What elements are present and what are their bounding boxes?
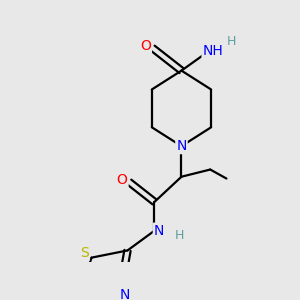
Text: H: H	[227, 35, 236, 48]
Text: N: N	[176, 139, 187, 153]
Text: N: N	[120, 288, 130, 300]
Text: O: O	[140, 39, 151, 53]
Text: S: S	[80, 246, 89, 260]
Text: N: N	[154, 224, 164, 238]
Text: NH: NH	[202, 44, 223, 58]
Text: H: H	[175, 229, 184, 242]
Text: O: O	[117, 173, 128, 187]
